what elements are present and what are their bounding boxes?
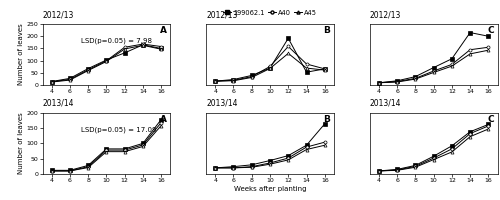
X-axis label: Weeks after planting: Weeks after planting	[234, 186, 306, 192]
Text: LSD(p=0.05) = 17.09: LSD(p=0.05) = 17.09	[81, 126, 156, 133]
Y-axis label: Number of leaves: Number of leaves	[18, 24, 24, 85]
Text: 2013/14: 2013/14	[206, 99, 238, 108]
Y-axis label: Number of leaves: Number of leaves	[18, 113, 24, 174]
Text: C: C	[487, 115, 494, 124]
Text: LSD(p=0.05) = 7.98: LSD(p=0.05) = 7.98	[81, 37, 152, 44]
Text: 2013/14: 2013/14	[370, 99, 401, 108]
Legend: 199062.1, A40, A45: 199062.1, A40, A45	[220, 7, 320, 18]
Text: B: B	[323, 115, 330, 124]
Text: 2012/13: 2012/13	[42, 10, 74, 19]
Text: A: A	[160, 26, 166, 35]
Text: A: A	[160, 115, 166, 124]
Text: C: C	[487, 26, 494, 35]
Text: 2013/14: 2013/14	[42, 99, 74, 108]
Text: B: B	[323, 26, 330, 35]
Text: 2012/13: 2012/13	[370, 10, 401, 19]
Text: 2012/13: 2012/13	[206, 10, 238, 19]
